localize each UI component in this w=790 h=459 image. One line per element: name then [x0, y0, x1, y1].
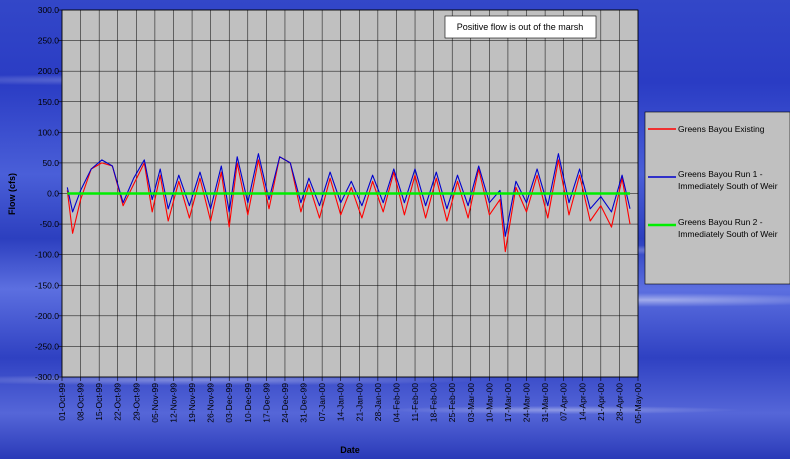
x-tick-label: 04-Feb-00	[391, 383, 401, 422]
y-tick-label: 150.0	[38, 97, 60, 107]
y-tick-label: -300.0	[35, 372, 59, 382]
series-line-1	[66, 153, 631, 237]
y-axis: 300.0 250.0 200.0 150.0 100.0 50.0 0.0 -50.0 -10…	[35, 5, 62, 382]
x-tick-label: 28-Apr-00	[614, 383, 624, 421]
legend-label-run1-line1: Greens Bayou Run 1 -	[678, 169, 763, 179]
x-tick-label: 22-Oct-99	[113, 383, 123, 421]
annotation-box: Positive flow is out of the marsh	[444, 15, 597, 39]
legend-label-run2-line2: Immediately South of Weir	[678, 229, 778, 239]
x-tick-label: 05-Nov-99	[150, 383, 160, 423]
x-tick-label: 10-Mar-00	[484, 383, 494, 422]
y-tick-label: 50.0	[42, 158, 59, 168]
y-tick-label: 0.0	[47, 189, 59, 199]
x-tick-label: 21-Apr-00	[596, 383, 606, 421]
x-tick-label: 10-Dec-99	[243, 383, 253, 423]
y-tick-label: -50.0	[40, 219, 60, 229]
x-tick-label: 01-Oct-99	[57, 383, 67, 421]
x-tick-label: 18-Feb-00	[429, 383, 439, 422]
x-tick-label: 24-Mar-00	[522, 383, 532, 422]
x-tick-label: 12-Nov-99	[168, 383, 178, 423]
series-line-0	[66, 156, 631, 253]
x-tick-label: 11-Feb-00	[410, 383, 420, 422]
series-lines	[66, 153, 631, 253]
y-tick-label: -100.0	[35, 250, 59, 260]
legend-label-existing: Greens Bayou Existing	[678, 124, 765, 134]
y-tick-label: -250.0	[35, 341, 59, 351]
x-tick-label: 31-Dec-99	[299, 383, 309, 423]
y-tick-label: 250.0	[38, 36, 60, 46]
x-tick-label: 29-Oct-99	[131, 383, 141, 421]
x-tick-label: 25-Feb-00	[447, 383, 457, 422]
x-tick-label: 08-Oct-99	[76, 383, 86, 421]
x-axis: 01-Oct-99 08-Oct-99 15-Oct-99 22-Oct-99 29-O…	[57, 377, 643, 424]
x-tick-label: 14-Apr-00	[577, 383, 587, 421]
y-axis-title: Flow (cfs)	[7, 173, 17, 215]
x-axis-title: Date	[340, 445, 360, 455]
x-tick-label: 14-Jan-00	[336, 383, 346, 422]
x-tick-label: 03-Dec-99	[224, 383, 234, 423]
x-tick-label: 17-Mar-00	[503, 383, 513, 422]
x-tick-label: 15-Oct-99	[94, 383, 104, 421]
x-tick-label: 21-Jan-00	[354, 383, 364, 422]
legend-label-run2-line1: Greens Bayou Run 2 -	[678, 217, 763, 227]
x-tick-label: 05-May-00	[633, 383, 643, 424]
x-tick-label: 07-Jan-00	[317, 383, 327, 422]
x-tick-label: 28-Jan-00	[373, 383, 383, 422]
legend: Greens Bayou Existing Greens Bayou Run 1…	[644, 111, 790, 285]
legend-label-run1-line2: Immediately South of Weir	[678, 181, 778, 191]
x-tick-label: 19-Nov-99	[187, 383, 197, 423]
x-tick-label: 17-Dec-99	[261, 383, 271, 423]
x-tick-label: 07-Apr-00	[559, 383, 569, 421]
annotation-text: Positive flow is out of the marsh	[457, 22, 584, 32]
x-tick-label: 31-Mar-00	[540, 383, 550, 422]
x-tick-label: 26-Nov-99	[206, 383, 216, 423]
y-tick-label: 300.0	[38, 5, 60, 15]
y-tick-label: 100.0	[38, 127, 60, 137]
x-tick-label: 03-Mar-00	[466, 383, 476, 422]
x-tick-label: 24-Dec-99	[280, 383, 290, 423]
y-tick-label: 200.0	[38, 66, 60, 76]
y-tick-label: -200.0	[35, 311, 59, 321]
y-tick-label: -150.0	[35, 280, 59, 290]
